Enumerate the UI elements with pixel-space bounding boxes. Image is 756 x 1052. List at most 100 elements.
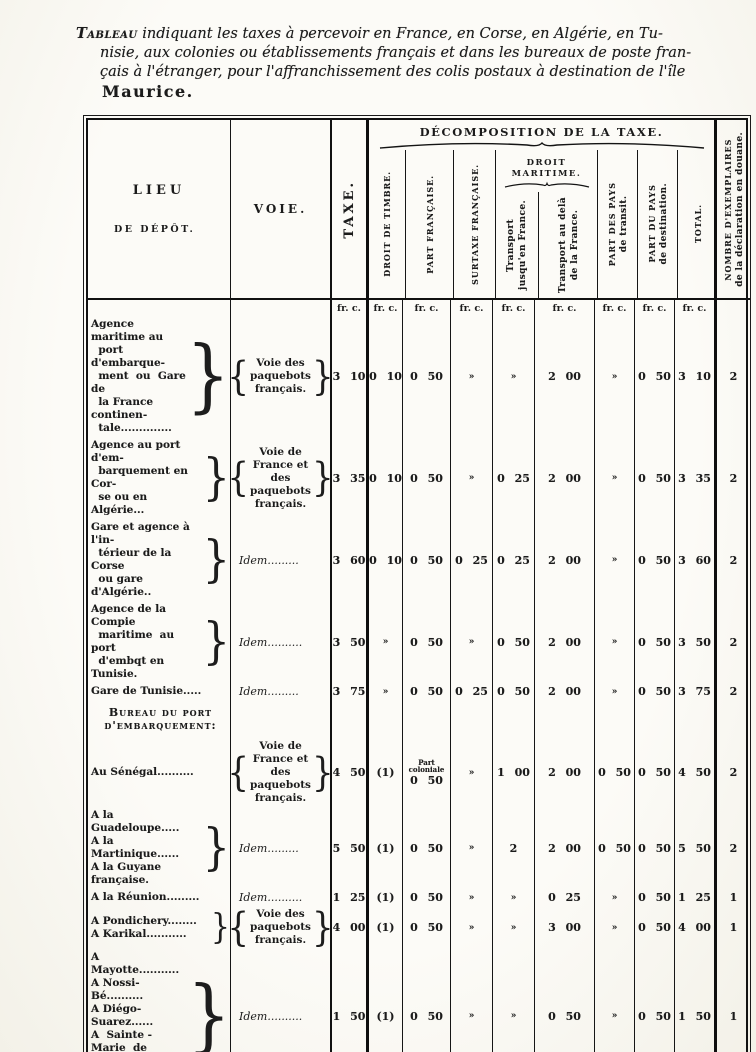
unit-cell: fr. c. bbox=[634, 298, 674, 316]
header-transport-jusqu-en-france: Transport jusqu'en France. bbox=[506, 200, 528, 290]
cell-part-fr bbox=[402, 700, 450, 738]
cell-timbre: 0 10 bbox=[366, 316, 402, 437]
voie-brace-left: { bbox=[227, 904, 250, 951]
value-text: 0 50 bbox=[638, 891, 671, 904]
cell-tj: 1 00 bbox=[492, 738, 534, 807]
unit-cell: fr. c. bbox=[402, 298, 450, 316]
value-text: 0 50 bbox=[497, 685, 530, 698]
value-text: 2 bbox=[729, 841, 738, 855]
cell-ex: 1 bbox=[714, 889, 750, 906]
cell-surtaxe: » bbox=[450, 316, 492, 437]
cell-ex: 2 bbox=[714, 316, 750, 437]
value-text: » bbox=[468, 473, 475, 483]
value-text: » bbox=[382, 686, 389, 697]
header-droit-maritime: DROIT MARITIME. bbox=[496, 150, 597, 192]
value-text: » bbox=[468, 843, 475, 853]
lieu-line: Agence maritime au bbox=[91, 318, 164, 343]
cell-taxe: 3 60 bbox=[330, 519, 366, 601]
cell-taxe bbox=[330, 700, 366, 738]
value-text: 1 25 bbox=[678, 891, 711, 904]
title-line-2: nisie, aux colonies ou établissements fr… bbox=[100, 45, 692, 61]
value-text: 0 50 bbox=[638, 1009, 671, 1023]
header-droit-de-timbre: DROIT DE TIMBRE. bbox=[382, 171, 392, 277]
lieu-line: maritime au port bbox=[91, 629, 182, 654]
cell-transit: » bbox=[594, 437, 634, 519]
value-text: (1) bbox=[376, 921, 395, 934]
cell-taxe: 3 75 bbox=[330, 683, 366, 700]
brace-decoration bbox=[504, 181, 589, 188]
voie-text: Idem......... bbox=[239, 685, 299, 698]
value-text: (1) bbox=[376, 766, 395, 779]
cell-voie: Idem......... bbox=[230, 519, 330, 601]
tariff-table: LIEU DE DÉPÔT. VOIE. TAXE. DÉCOMPOSITION… bbox=[83, 115, 751, 1052]
cell-dest bbox=[634, 700, 674, 738]
cell-td: 2 00 bbox=[534, 683, 594, 700]
value-text: 0 50 bbox=[410, 370, 443, 383]
lieu-line: Au Sénégal.......... bbox=[91, 766, 194, 778]
cell-lieu-de-depot: Agence au port d'em- barquement en Cor- … bbox=[88, 437, 230, 519]
cell-dest: 0 50 bbox=[634, 683, 674, 700]
cell-td: 2 00 bbox=[534, 316, 594, 437]
unit-cell: fr. c. bbox=[534, 298, 594, 316]
cell-voie bbox=[230, 700, 330, 738]
lieu-line: port d'embarque- bbox=[91, 344, 166, 369]
cell-surtaxe: 0 25 bbox=[450, 683, 492, 700]
cell-tj: 0 25 bbox=[492, 519, 534, 601]
value-text: 0 50 bbox=[410, 1009, 443, 1023]
value-text: 0 50 bbox=[638, 766, 671, 779]
cell-voie: {Voie des paquebots français.} bbox=[227, 316, 334, 437]
cell-lieu-de-depot: Gare et agence à l'in- térieur de la Cor… bbox=[88, 519, 230, 601]
cell-surtaxe: » bbox=[450, 601, 492, 683]
lieu-lines: A la Guadeloupe..... A la Martinique.....… bbox=[91, 809, 203, 887]
header-nombre-exemplaires: NOMBRE D'EXEMPLAIRES de la déclaration en… bbox=[714, 120, 750, 298]
cell-voie: Idem......... bbox=[230, 807, 330, 889]
value-text: 0 10 bbox=[369, 370, 402, 383]
header-taxe: TAXE. bbox=[330, 120, 366, 298]
value-text: 2 00 bbox=[548, 766, 581, 779]
cell-ex: 2 bbox=[714, 519, 750, 601]
cell-total: 3 75 bbox=[674, 683, 714, 700]
value-text: 1 bbox=[729, 891, 738, 904]
cell-surtaxe: 0 25 bbox=[450, 519, 492, 601]
lieu-lines: Gare et agence à l'in- térieur de la Cor… bbox=[91, 521, 203, 599]
cell-ex: 2 bbox=[714, 738, 750, 807]
lieu-line: A Karikal........... bbox=[91, 927, 187, 940]
lieu-line: A la Réunion......... bbox=[91, 891, 200, 903]
cell-lieu-de-depot: A Mayotte........... A Nossi-Bé..........… bbox=[88, 949, 231, 1052]
cell-timbre: 0 10 bbox=[366, 519, 402, 601]
voie-brace-right: } bbox=[311, 749, 334, 796]
cell-part-fr: 0 50 bbox=[402, 316, 450, 437]
cell-td: 0 50 bbox=[534, 949, 594, 1052]
voie-brace-right: } bbox=[311, 353, 334, 400]
cell-dest: 0 50 bbox=[634, 601, 674, 683]
table-row: Gare de Tunisie..... Idem......... 3 75 » 0 … bbox=[88, 683, 746, 700]
cell-transit: » bbox=[594, 519, 634, 601]
table-row: A Mayotte........... A Nossi-Bé..........… bbox=[88, 949, 746, 1052]
lieu-line: ou gare d'Algérie.. bbox=[91, 573, 152, 598]
cell-dest: 0 50 bbox=[634, 906, 674, 949]
voie-text: Idem.......... bbox=[239, 891, 303, 904]
value-text: » bbox=[382, 637, 389, 647]
cell-part-fr: 0 50 bbox=[402, 437, 450, 519]
section-row: Bureau du port d'embarquement: bbox=[88, 700, 746, 738]
part-label: Part coloniale bbox=[408, 757, 445, 774]
table-row: Agence au port d'em- barquement en Cor- … bbox=[88, 437, 746, 519]
lieu-lines: Gare de Tunisie..... bbox=[91, 685, 230, 698]
cell-total: 4 50 bbox=[674, 738, 714, 807]
lieu-line: barquement en Cor- bbox=[91, 465, 192, 490]
value-text: 3 60 bbox=[678, 553, 711, 567]
header-decomposition-group: DÉCOMPOSITION DE LA TAXE. DROIT DE TIMBR… bbox=[366, 120, 714, 298]
header-decomposition: DÉCOMPOSITION DE LA TAXE. bbox=[369, 120, 714, 150]
value-text: 0 50 bbox=[410, 635, 443, 649]
cell-td: 3 00 bbox=[534, 906, 594, 949]
header-lieu-de-depot: LIEU DE DÉPÔT. bbox=[114, 183, 196, 235]
value-text: » bbox=[611, 686, 618, 697]
value-text: 3 60 bbox=[332, 553, 366, 567]
value-text: 0 50 bbox=[497, 635, 530, 649]
lieu-lines: A Mayotte........... A Nossi-Bé..........… bbox=[91, 951, 187, 1052]
unit-cell: fr. c. bbox=[492, 298, 534, 316]
cell-timbre: (1) bbox=[366, 807, 402, 889]
lieu-line: A la Guadeloupe..... bbox=[91, 809, 180, 834]
value-text: » bbox=[468, 892, 475, 903]
cell-taxe: 1 50 bbox=[330, 949, 366, 1052]
